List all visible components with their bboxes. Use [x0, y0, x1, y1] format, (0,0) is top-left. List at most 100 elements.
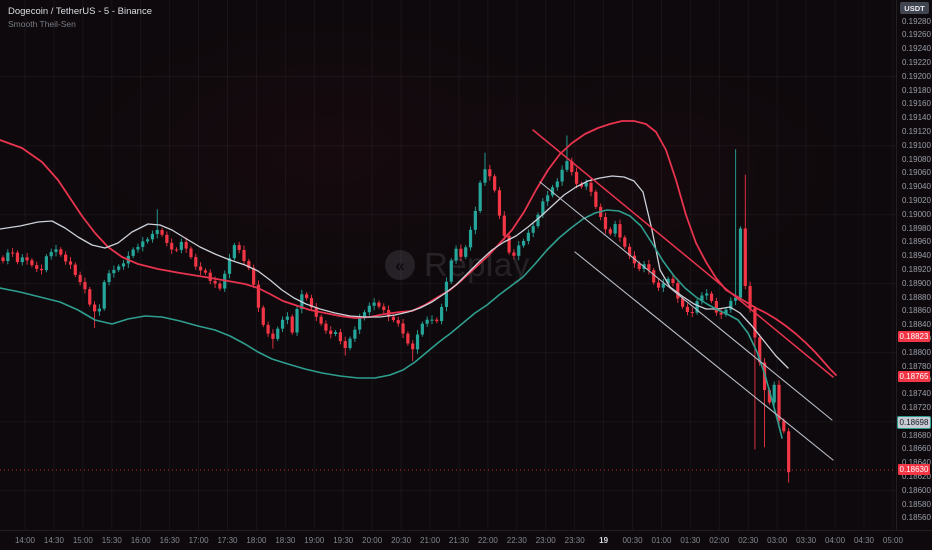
red-band-line[interactable] — [0, 120, 837, 376]
candle — [546, 190, 550, 206]
candle — [39, 264, 44, 275]
time-axis[interactable]: 14:00 14:30 15:00 15:30 16:00 16:30 17:00 17:30… — [0, 530, 932, 550]
candle — [415, 330, 420, 354]
chart-pane[interactable] — [0, 0, 896, 530]
candle — [367, 302, 371, 316]
price-tick-label: 0.18920 — [902, 265, 931, 274]
candle — [49, 248, 53, 260]
candle — [690, 307, 694, 318]
chart-legend: Dogecoin / TetherUS - 5 - Binance Smooth… — [8, 5, 152, 31]
currency-badge: USDT — [900, 2, 929, 14]
time-tick-label: 05:00 — [882, 536, 903, 545]
candle — [574, 167, 579, 189]
candle — [78, 271, 82, 286]
white-median-line[interactable] — [0, 175, 789, 369]
candle — [160, 227, 164, 237]
candle — [483, 152, 487, 187]
time-tick-label: 03:30 — [796, 536, 817, 545]
red-trendline[interactable] — [532, 129, 834, 378]
candle — [15, 250, 20, 265]
candle — [652, 267, 656, 285]
candle — [396, 316, 400, 327]
white-trendline-lower[interactable] — [574, 251, 834, 461]
candle — [218, 281, 222, 291]
candle — [473, 206, 477, 235]
candle — [555, 178, 559, 191]
candle — [59, 247, 63, 257]
candle — [565, 135, 569, 173]
price-tick-label: 0.18680 — [902, 430, 931, 440]
candle — [729, 297, 733, 313]
time-tick-label: 18:00 — [246, 536, 267, 545]
candle — [92, 301, 97, 328]
candle — [35, 261, 39, 273]
candle — [11, 248, 15, 258]
time-tick-label: 17:30 — [217, 536, 238, 545]
candle — [232, 242, 236, 261]
candle — [102, 279, 106, 311]
candle — [97, 304, 101, 316]
price-axis[interactable]: USDT 0.18560 0.18580 0.18600 0.18620 0.18640… — [896, 0, 932, 530]
time-tick-label: 01:30 — [680, 536, 701, 545]
price-tick-label: 0.19220 — [902, 58, 931, 67]
candle — [88, 287, 92, 307]
candle — [290, 314, 294, 335]
candle — [329, 326, 333, 339]
candle — [512, 249, 516, 260]
candles-layer — [1, 135, 791, 483]
candle — [594, 189, 598, 210]
candle — [772, 381, 776, 406]
candle — [671, 275, 675, 287]
candle — [146, 237, 150, 244]
candle — [20, 254, 24, 266]
candle — [570, 157, 574, 176]
price-tick-label: 0.18640 — [902, 458, 931, 468]
price-tick-label: 0.18840 — [902, 320, 931, 330]
time-tick-label: 04:00 — [825, 536, 846, 545]
candle — [685, 303, 690, 316]
candle — [589, 178, 593, 197]
candle — [165, 231, 169, 247]
time-tick-label: 14:00 — [14, 536, 36, 545]
candle — [526, 229, 530, 245]
time-tick-label: 22:00 — [477, 536, 498, 545]
candle — [309, 294, 314, 311]
candle — [189, 246, 193, 260]
time-tick-label: 23:00 — [535, 536, 556, 545]
indicator-value-badge: 0.18823 — [898, 331, 930, 342]
candle — [285, 312, 289, 325]
candle — [305, 292, 309, 301]
candle — [464, 245, 468, 260]
candle — [478, 180, 482, 214]
symbol-title[interactable]: Dogecoin / TetherUS - 5 - Binance — [8, 6, 152, 17]
time-tick-label: 18:30 — [275, 536, 296, 545]
candle — [73, 262, 77, 278]
candle — [136, 243, 140, 253]
candle — [724, 307, 728, 317]
candle — [449, 258, 453, 284]
indicator-title[interactable]: Smooth Theil-Sen — [8, 19, 76, 29]
candle — [507, 233, 511, 255]
time-tick-label: 21:00 — [420, 536, 441, 545]
candle — [319, 314, 323, 326]
candle — [30, 258, 34, 268]
candle — [705, 289, 709, 300]
candle — [266, 321, 270, 337]
candle — [714, 297, 718, 316]
candle — [401, 319, 405, 339]
candle — [382, 303, 386, 314]
time-tick-label: 14:30 — [43, 536, 64, 545]
time-tick-label: 15:30 — [101, 536, 122, 545]
last-price-badge: 0.18630 — [898, 464, 930, 475]
candle — [83, 277, 87, 294]
candle — [743, 174, 747, 290]
price-tick-label: 0.18900 — [902, 278, 931, 288]
candle — [502, 211, 506, 241]
teal-band-line[interactable] — [0, 209, 783, 439]
candle — [6, 249, 10, 265]
candle — [435, 317, 439, 324]
candle — [550, 185, 555, 198]
white-trendline-upper[interactable] — [539, 181, 833, 421]
indicator-value-badge: 0.18698 — [898, 417, 930, 428]
candle — [242, 245, 246, 266]
